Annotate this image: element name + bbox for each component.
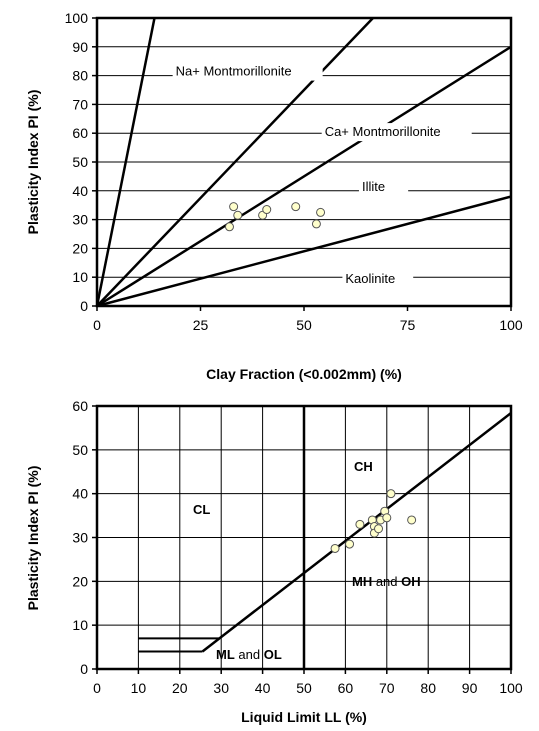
reference-line-label: Kaolinite — [345, 271, 395, 286]
top-x-tick-label: 100 — [499, 317, 523, 333]
bottom-x-tick-label: 90 — [462, 680, 478, 696]
data-point — [262, 205, 272, 215]
bottom-x-tick-label: 80 — [420, 680, 436, 696]
data-point — [311, 219, 321, 229]
reference-line — [96, 45, 512, 308]
region-label-ml-and: and — [235, 647, 264, 662]
reference-line-label-bg — [172, 62, 323, 81]
bottom-y-tick-label: 60 — [72, 398, 88, 414]
reference-line-label: Na+ Montmorillonite — [176, 64, 292, 79]
data-point — [386, 489, 396, 499]
bottom-x-tick-label: 70 — [379, 680, 395, 696]
bottom-y-axis-title: Plasticity Index PI (%) — [25, 466, 41, 611]
reference-line-label: Illite — [362, 179, 385, 194]
top-x-tick-label: 50 — [296, 317, 312, 333]
reference-line-label-bg — [321, 123, 472, 142]
top-y-tick-label: 10 — [72, 269, 88, 285]
data-point — [355, 519, 365, 529]
region-label-mh-oh: MH and OH — [352, 574, 421, 589]
bottom-x-tick-label: 10 — [131, 680, 147, 696]
bottom-x-tick-label: 30 — [213, 680, 229, 696]
top-y-tick-label: 60 — [72, 125, 88, 141]
top-y-tick-label: 30 — [72, 212, 88, 228]
top-y-tick-label: 100 — [65, 10, 89, 26]
top-x-tick-label: 25 — [193, 317, 209, 333]
bottom-x-tick-label: 20 — [172, 680, 188, 696]
top-y-tick-label: 20 — [72, 240, 88, 256]
clay-activity-chart: Na+ Montmorillonite Ca+ Montmorillonite Il… — [25, 10, 523, 382]
bottom-x-tick-label: 40 — [255, 680, 271, 696]
bottom-x-axis-title: Liquid Limit LL (%) — [241, 709, 367, 725]
data-point — [233, 210, 243, 220]
top-y-tick-label: 90 — [72, 39, 88, 55]
data-point — [224, 222, 234, 232]
data-point — [382, 513, 392, 523]
region-label-ml-ol: ML and OL — [216, 647, 282, 662]
reference-line-label: Ca+ Montmorillonite — [325, 124, 441, 139]
region-label-ch: CH — [354, 459, 373, 474]
data-point — [374, 524, 384, 534]
bottom-y-tick-label: 50 — [72, 442, 88, 458]
bottom-y-tick-label: 0 — [80, 661, 88, 677]
region-label-mh-and: and — [372, 574, 401, 589]
bottom-x-tick-label: 50 — [296, 680, 312, 696]
region-label-cl: CL — [193, 502, 210, 517]
region-label-ol: OL — [264, 647, 282, 662]
data-point — [330, 543, 340, 553]
bottom-x-tick-label: 0 — [93, 680, 101, 696]
data-point — [316, 207, 326, 217]
top-y-axis-title: Plasticity Index PI (%) — [25, 90, 41, 235]
reference-line-label-bg — [358, 177, 409, 196]
top-x-tick-label: 0 — [93, 317, 101, 333]
top-y-tick-label: 50 — [72, 154, 88, 170]
top-x-tick-label: 75 — [400, 317, 416, 333]
top-y-tick-label: 80 — [72, 68, 88, 84]
top-y-tick-label: 0 — [80, 298, 88, 314]
region-label-oh: OH — [401, 574, 421, 589]
data-point — [345, 539, 355, 549]
reference-line — [95, 17, 156, 307]
data-point — [407, 515, 417, 525]
top-x-axis-title: Clay Fraction (<0.002mm) (%) — [206, 366, 402, 382]
data-point — [229, 202, 239, 212]
top-y-tick-label: 70 — [72, 96, 88, 112]
bottom-y-tick-label: 30 — [72, 530, 88, 546]
reference-line-label-bg — [342, 269, 414, 288]
reference-line — [96, 195, 512, 308]
region-label-mh: MH — [352, 574, 372, 589]
bottom-y-tick-label: 10 — [72, 617, 88, 633]
bottom-x-tick-label: 60 — [338, 680, 354, 696]
a-line — [201, 412, 512, 653]
bottom-y-tick-label: 20 — [72, 573, 88, 589]
data-point — [291, 202, 301, 212]
region-label-ml: ML — [216, 647, 235, 662]
top-y-tick-label: 40 — [72, 183, 88, 199]
bottom-x-tick-label: 100 — [499, 680, 523, 696]
bottom-y-tick-label: 40 — [72, 486, 88, 502]
reference-line — [96, 17, 374, 307]
